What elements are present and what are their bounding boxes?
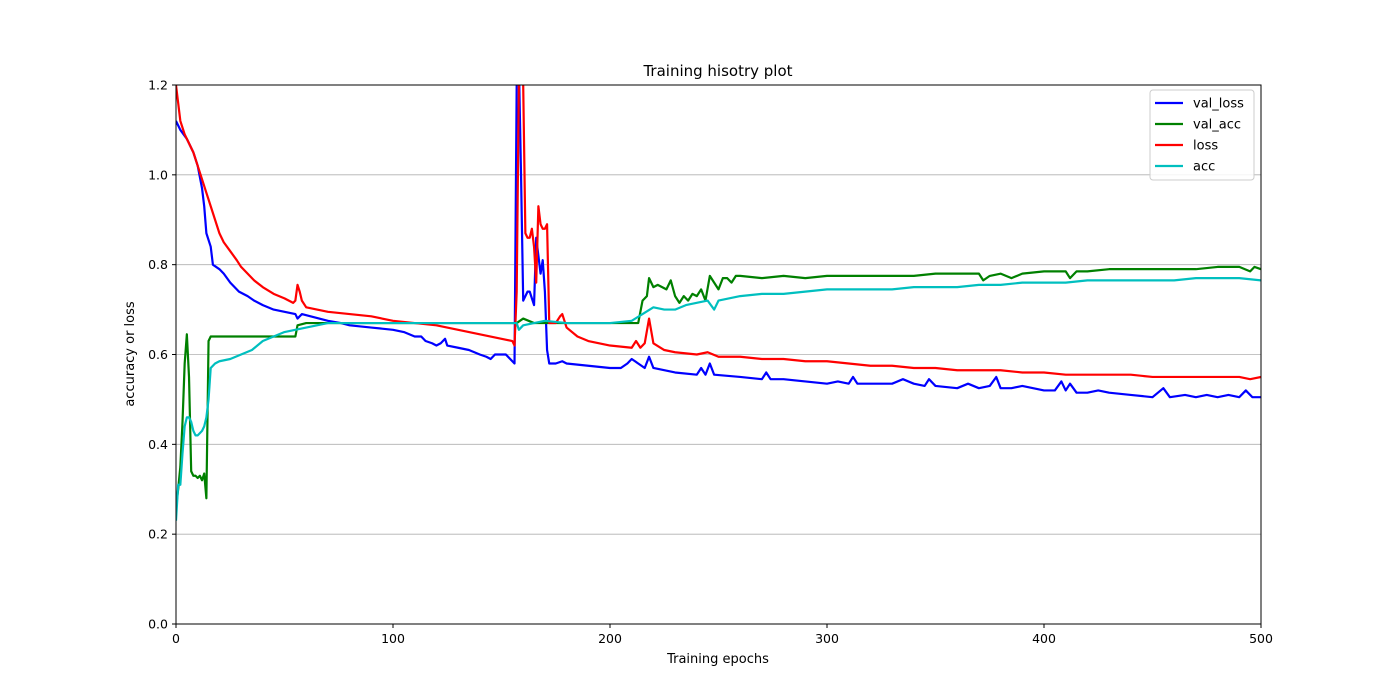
x-axis-label: Training epochs [666,652,769,667]
legend-label-val-acc: val_acc [1193,118,1241,133]
y-tick-label: 0.2 [148,527,168,542]
y-tick-label: 0.8 [148,257,168,272]
y-tick-label: 0.4 [148,437,168,452]
x-tick-label: 100 [381,631,405,646]
x-tick-label: 300 [815,631,839,646]
legend-label-acc: acc [1193,160,1215,175]
x-tick-label: 200 [598,631,622,646]
series-line-loss [176,85,1261,381]
legend-label-loss: loss [1193,139,1218,154]
y-tick-label: 0.0 [148,617,168,632]
series-line-acc [176,277,1261,521]
legend-label-val-loss: val_loss [1193,97,1244,112]
legend-box [1149,89,1255,181]
grid-lines [176,174,1261,535]
x-tick-label: 0 [172,631,180,646]
series-line-val-acc [176,265,1261,508]
axis-ticks: 0.0 0.2 0.4 0.6 0.8 1.0 1.2 0 100 200 300 400 500 [148,78,1273,647]
x-tick-label: 500 [1249,631,1273,646]
y-tick-label: 1.2 [148,78,168,93]
y-tick-label: 1.0 [148,167,168,182]
series-line-val-loss [176,85,1261,399]
chart-title: Training hisotry plot [642,62,792,80]
y-tick-label: 0.6 [148,347,168,362]
series-lines [176,85,1261,521]
x-tick-label: 400 [1032,631,1056,646]
y-axis-label: accuracy or loss [123,301,138,407]
